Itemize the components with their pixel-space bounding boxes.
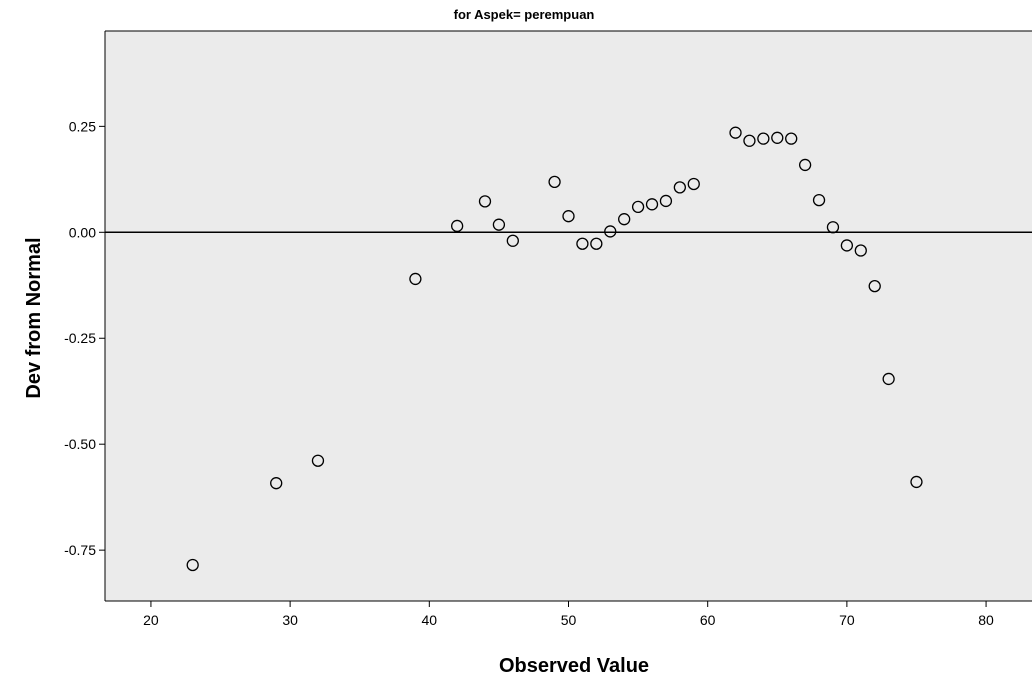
x-axis-title: Observed Value [499, 655, 649, 677]
data-point [562, 210, 575, 223]
data-point [270, 477, 283, 490]
x-tick-label: 40 [422, 612, 438, 628]
data-points [186, 126, 923, 572]
x-tick-label: 50 [561, 612, 577, 628]
y-tick-label: -0.50 [64, 436, 96, 452]
data-point [590, 237, 603, 250]
data-point [798, 158, 812, 172]
data-point [687, 177, 700, 191]
x-tick-label: 80 [978, 612, 994, 628]
y-tick-label: 0.25 [69, 118, 96, 134]
y-tick-label: -0.25 [64, 330, 96, 346]
data-point [757, 132, 770, 145]
data-point [771, 131, 784, 144]
data-point [450, 219, 464, 233]
y-axis-title: Dev from Normal [23, 237, 45, 398]
data-point [618, 213, 631, 226]
plot-area [105, 31, 1032, 601]
data-point [882, 372, 895, 386]
x-tick-label: 30 [282, 612, 298, 628]
x-tick-label: 60 [700, 612, 716, 628]
data-point [854, 244, 867, 257]
data-point [910, 475, 923, 489]
data-point [743, 134, 756, 147]
data-point [826, 221, 840, 234]
data-point [492, 218, 506, 231]
data-point [868, 279, 881, 293]
x-tick-label: 70 [839, 612, 855, 628]
data-point [812, 193, 826, 207]
data-point [785, 132, 798, 145]
data-point [548, 175, 561, 189]
ticks: 20 30 40 50 60 70 80 0.25 0.00 -0.25 -0.50 -0.75 [64, 118, 994, 628]
data-point [631, 200, 645, 214]
chart-title: for Aspek= perempuan [454, 7, 595, 22]
data-point [673, 181, 687, 194]
y-tick-label: -0.75 [64, 542, 96, 558]
data-point [576, 237, 589, 250]
x-tick-label: 20 [143, 612, 159, 628]
data-point [645, 198, 659, 211]
data-point [186, 558, 199, 572]
data-point [729, 126, 742, 139]
y-tick-label: 0.00 [69, 224, 96, 240]
data-point [840, 239, 854, 252]
data-point [604, 225, 617, 238]
data-point [478, 195, 492, 208]
data-point [506, 234, 519, 247]
data-point [659, 194, 673, 208]
data-point [409, 272, 422, 286]
data-point [311, 454, 325, 467]
